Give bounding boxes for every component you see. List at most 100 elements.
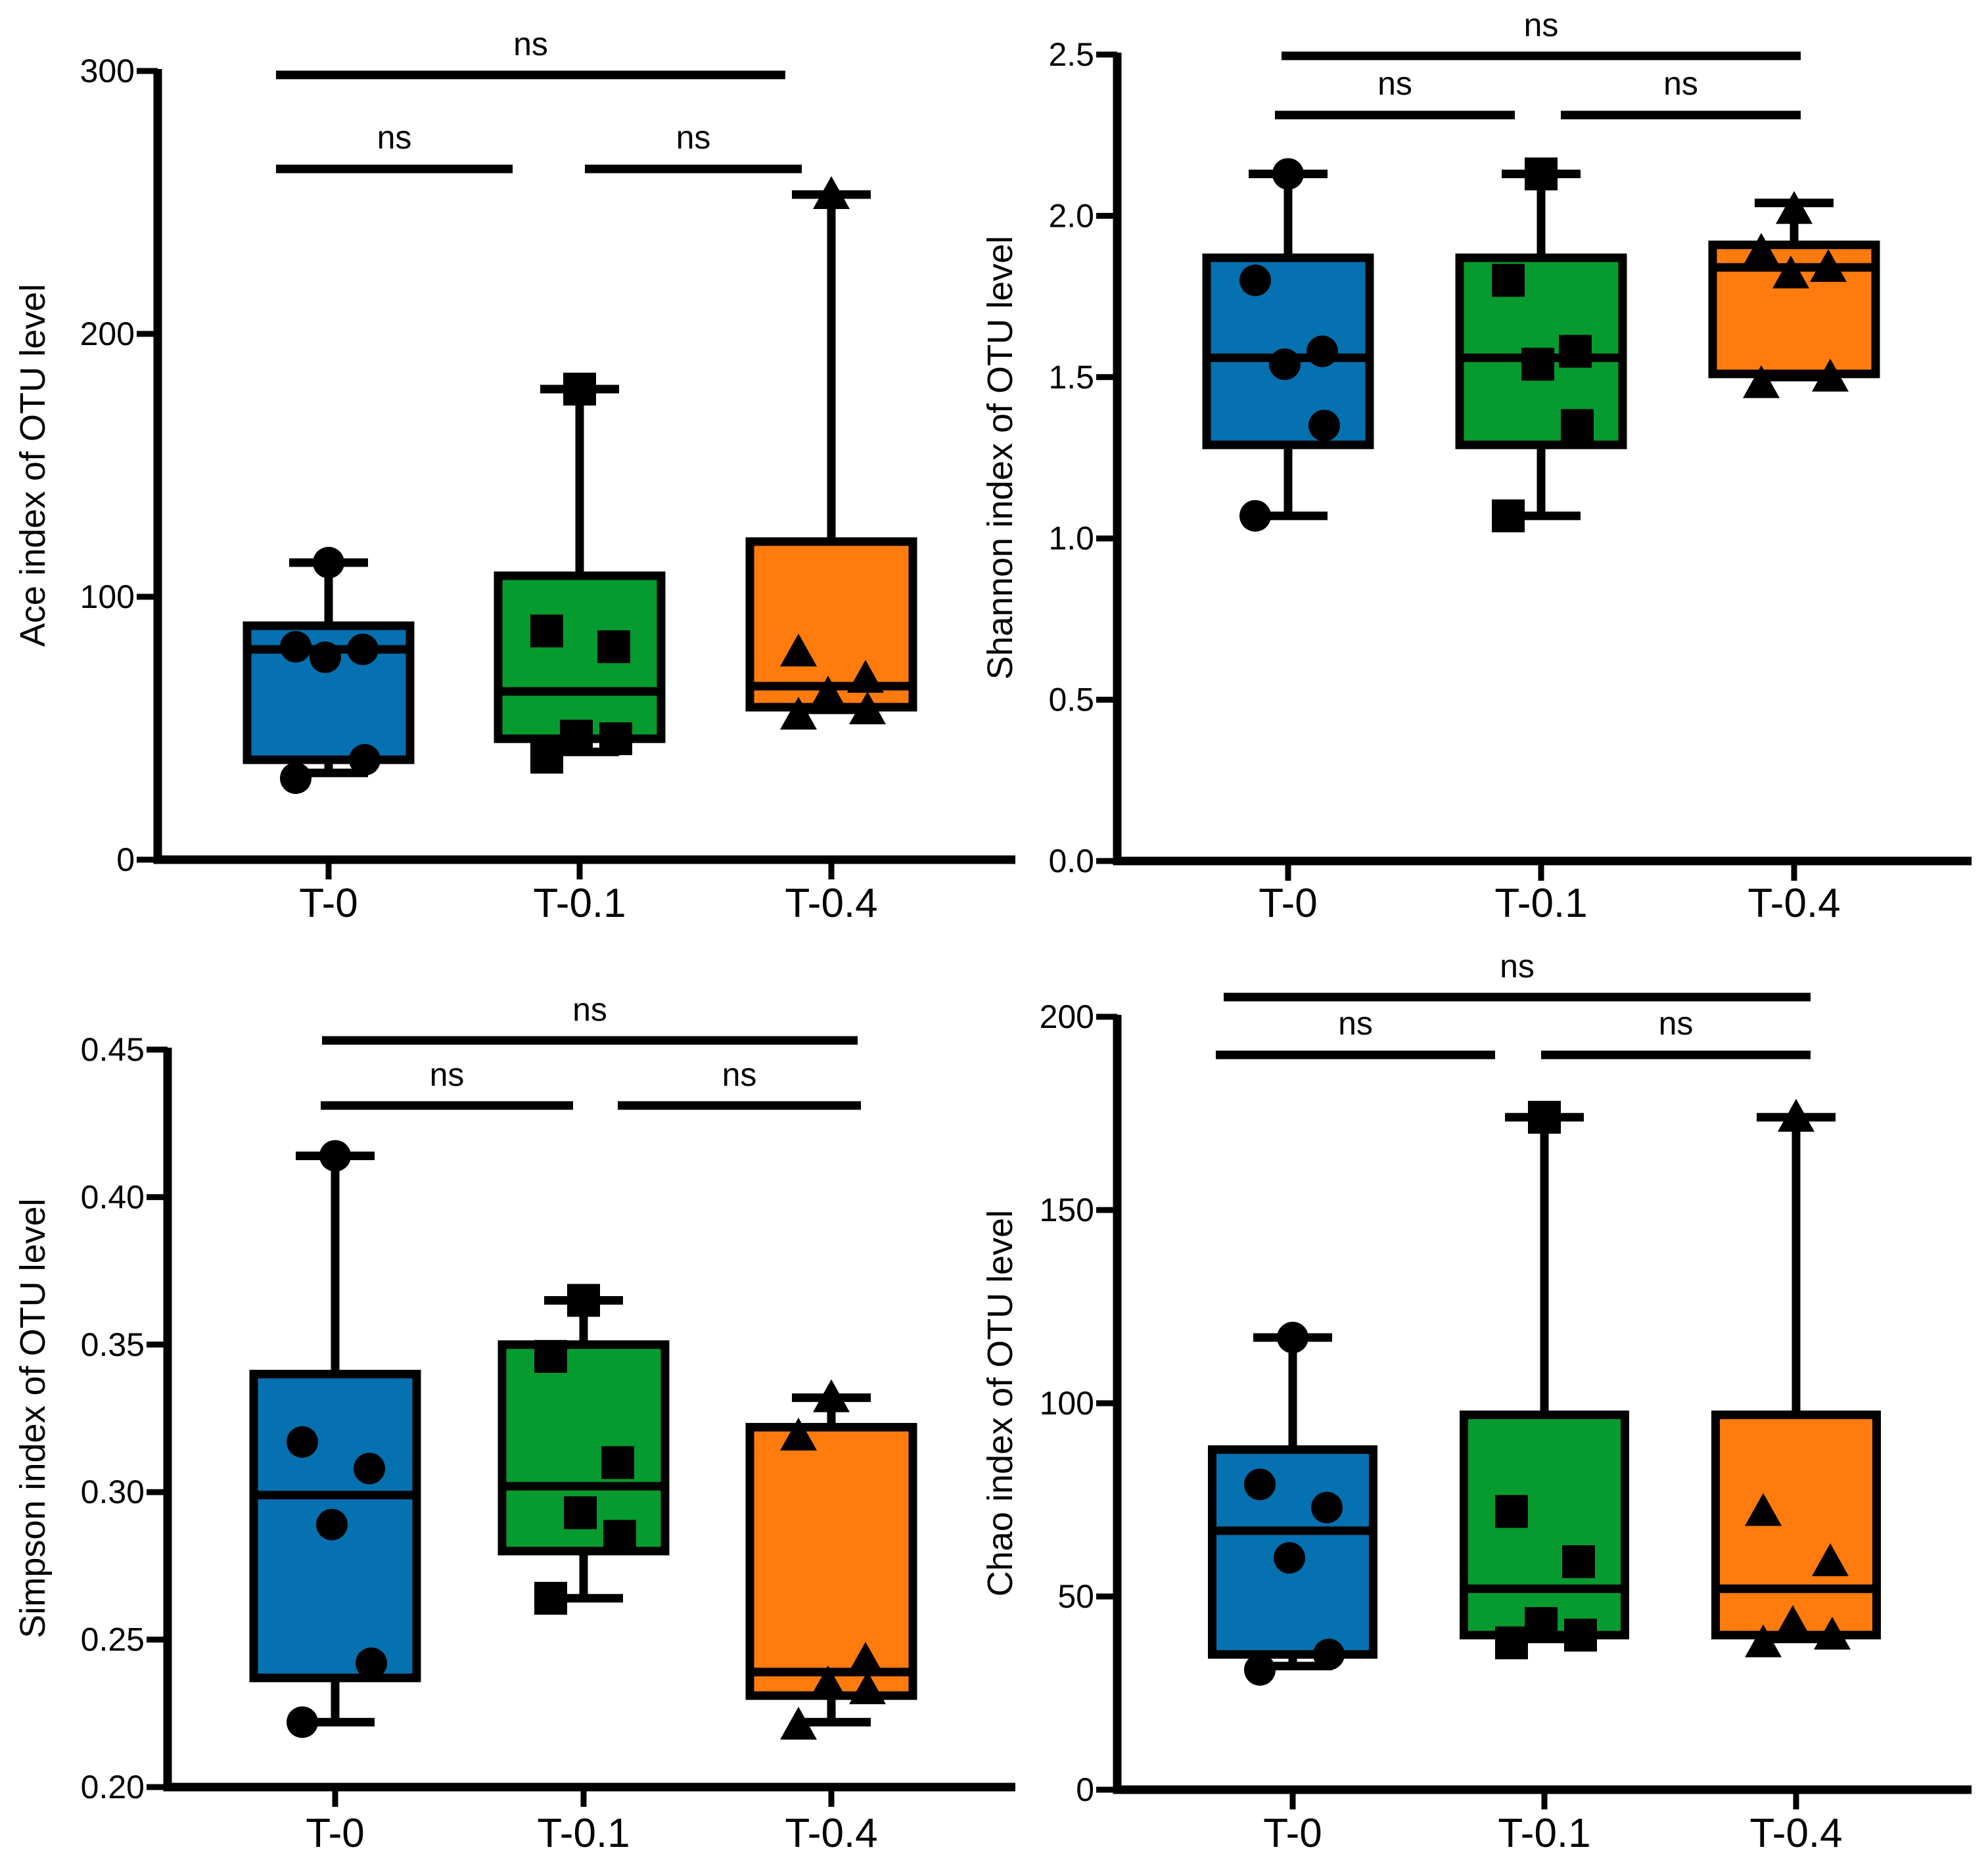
- data-point: [849, 691, 886, 724]
- data-point: [1306, 335, 1338, 367]
- data-point: [349, 744, 381, 776]
- x-tick-label: T-0: [1263, 1811, 1322, 1856]
- x-tick-label: T-0.4: [1747, 881, 1840, 926]
- data-point: [1277, 1322, 1308, 1354]
- y-tick-label: 0.25: [81, 1621, 145, 1658]
- box-T-0: [1202, 158, 1374, 532]
- significance-label: ns: [513, 26, 548, 62]
- y-tick-label: 0.35: [81, 1326, 145, 1363]
- data-point: [1561, 409, 1594, 442]
- data-point: [1776, 191, 1813, 224]
- data-point: [1559, 335, 1592, 368]
- significance-label: ns: [1663, 65, 1698, 102]
- y-axis-label: Chao index of OTU level: [981, 1210, 1020, 1596]
- data-point: [287, 1426, 318, 1458]
- box-T-0: [249, 1140, 421, 1738]
- data-point: [530, 615, 563, 647]
- data-point: [1272, 158, 1304, 190]
- data-point: [1772, 255, 1809, 289]
- significance-label: ns: [676, 119, 711, 156]
- data-point: [847, 660, 884, 693]
- box-T-0.4: [1708, 191, 1880, 398]
- y-tick-label: 100: [1040, 1385, 1094, 1422]
- data-point: [356, 1647, 387, 1679]
- y-axis-label: Simpson index of OTU level: [13, 1198, 53, 1638]
- data-point: [347, 634, 379, 665]
- data-point: [280, 762, 312, 794]
- data-point: [1269, 348, 1301, 381]
- data-point: [810, 676, 846, 709]
- y-tick-label: 1.5: [1048, 359, 1094, 396]
- chart-chao: 0 50 100 150 200 T-0 T-0.1 T-0.4 Chao index of O…: [981, 948, 1972, 1856]
- box-T-0.4: [745, 176, 917, 730]
- significance-label: ns: [430, 1056, 465, 1093]
- x-tick-label: T-0.1: [537, 1811, 630, 1856]
- iqr-box: [1711, 1410, 1881, 1640]
- data-point: [1492, 264, 1525, 297]
- iqr-box: [1455, 253, 1627, 450]
- y-tick-label: 2.0: [1048, 197, 1094, 234]
- x-tick-label: T-0: [299, 881, 358, 926]
- y-tick-label: 200: [80, 315, 135, 352]
- iqr-box: [745, 537, 917, 712]
- y-tick-label: 0: [1076, 1771, 1094, 1808]
- data-point: [780, 697, 817, 730]
- significance-label: ns: [1524, 7, 1559, 43]
- data-point: [1495, 1626, 1528, 1660]
- data-point: [280, 631, 312, 663]
- x-tick-label: T-0.1: [1498, 1811, 1590, 1856]
- y-axis-label: Ace index of OTU level: [13, 284, 53, 647]
- data-point: [563, 373, 596, 406]
- y-tick-label: 0.30: [81, 1474, 145, 1510]
- y-tick-label: 0.40: [81, 1178, 145, 1215]
- data-point: [603, 1520, 636, 1553]
- data-point: [1743, 233, 1780, 266]
- data-point: [534, 1339, 567, 1373]
- box-T-0.4: [1711, 1098, 1881, 1658]
- data-point: [813, 176, 850, 209]
- data-point: [1525, 157, 1558, 191]
- iqr-box: [1460, 1410, 1629, 1640]
- data-point: [1308, 409, 1340, 442]
- data-point: [1525, 1607, 1558, 1641]
- significance-label: ns: [1338, 1005, 1373, 1042]
- data-point: [780, 634, 817, 666]
- data-point: [810, 1665, 846, 1698]
- data-point: [1812, 358, 1849, 392]
- data-point: [1239, 500, 1271, 532]
- data-point: [1244, 1468, 1276, 1501]
- data-point: [599, 722, 632, 755]
- x-tick-label: T-0.4: [1749, 1811, 1842, 1856]
- box-T-0.4: [745, 1379, 917, 1740]
- x-tick-label: T-0.4: [785, 1811, 877, 1856]
- x-tick-label: T-0.1: [1494, 881, 1587, 926]
- data-point: [534, 1581, 567, 1615]
- x-tick-label: T-0.4: [785, 881, 877, 926]
- y-tick-label: 50: [1057, 1578, 1094, 1615]
- data-point: [1778, 1098, 1815, 1132]
- y-tick-label: 1.0: [1048, 520, 1094, 557]
- data-point: [567, 1284, 600, 1317]
- box-T-0: [243, 547, 415, 794]
- iqr-box: [745, 1422, 917, 1700]
- data-point: [780, 1706, 817, 1740]
- y-tick-label: 0.45: [81, 1031, 145, 1068]
- data-point: [1743, 365, 1780, 398]
- y-tick-label: 0.0: [1048, 843, 1094, 879]
- box-T-0.1: [1460, 1100, 1629, 1660]
- data-point: [1814, 1616, 1851, 1650]
- data-point: [1745, 1624, 1782, 1658]
- data-point: [1528, 1100, 1561, 1134]
- data-point: [1812, 1543, 1849, 1577]
- chart-simpson: 0.20 0.25 0.30 0.35 0.40 0.45 T-0 T-0.1 T-0.4 Sim…: [13, 991, 1015, 1856]
- data-point: [564, 1496, 597, 1529]
- significance-label: ns: [1377, 65, 1412, 102]
- y-axis-label: Shannon index of OTU level: [981, 236, 1020, 680]
- data-point: [1774, 1605, 1811, 1639]
- box-T-0.1: [494, 373, 666, 774]
- data-point: [813, 1379, 850, 1412]
- y-tick-label: 0.20: [81, 1769, 145, 1805]
- y-tick-label: 0.5: [1048, 682, 1094, 718]
- significance-label: ns: [1500, 948, 1535, 985]
